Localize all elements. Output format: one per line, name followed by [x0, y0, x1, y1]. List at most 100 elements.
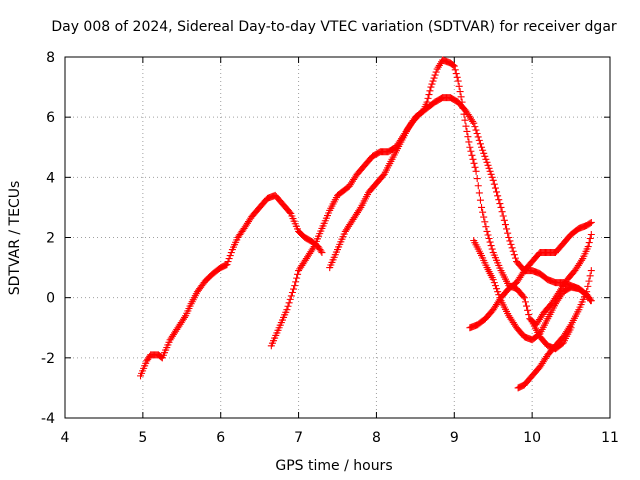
data-point [480, 213, 488, 221]
data-point [465, 138, 473, 146]
data-point [479, 146, 487, 154]
data-point [426, 87, 434, 95]
data-point [489, 176, 497, 184]
data-point [510, 251, 518, 259]
data-point [493, 188, 501, 196]
data-point [503, 225, 511, 233]
data-point [431, 71, 439, 79]
series-track-f [514, 267, 595, 392]
data-point [495, 291, 503, 299]
data-point [479, 208, 487, 216]
y-tick-label: 4 [46, 170, 55, 186]
data-point [484, 161, 492, 169]
data-point [485, 235, 493, 243]
data-point [491, 282, 499, 290]
data-point [585, 239, 593, 247]
data-point [507, 240, 515, 248]
data-point [487, 170, 495, 178]
data-point [473, 175, 481, 183]
data-point [287, 292, 295, 300]
data-point [504, 229, 512, 237]
data-point [587, 297, 595, 305]
data-point [430, 74, 438, 82]
data-point [490, 279, 498, 287]
data-point [283, 306, 291, 314]
data-point [496, 200, 504, 208]
data-point [480, 149, 488, 157]
data-point [225, 255, 233, 263]
x-axis-label: GPS time / hours [275, 458, 392, 474]
data-point [469, 117, 477, 125]
x-tick-label: 11 [601, 430, 619, 446]
data-point [489, 276, 497, 284]
data-point [494, 192, 502, 200]
data-point [521, 298, 529, 306]
y-tick-label: 2 [46, 231, 55, 247]
data-point [501, 221, 509, 229]
data-point [466, 143, 474, 151]
data-point [452, 70, 460, 78]
data-point [293, 274, 301, 282]
data-point [584, 243, 592, 251]
data-point [586, 219, 594, 227]
x-tick-label: 4 [61, 430, 70, 446]
data-point [486, 238, 494, 246]
data-point [227, 249, 235, 257]
data-point [471, 163, 479, 171]
data-point [486, 167, 494, 175]
data-point [488, 245, 496, 253]
data-point [473, 129, 481, 137]
series-track-d [466, 218, 595, 332]
data-point [181, 313, 189, 321]
data-point [285, 299, 293, 307]
data-point [458, 98, 466, 106]
data-point [467, 147, 475, 155]
data-point [424, 94, 432, 102]
data-point [485, 164, 493, 172]
data-point [506, 237, 514, 245]
data-point [508, 244, 516, 252]
data-point [525, 311, 533, 319]
data-point [309, 244, 317, 252]
data-point [470, 119, 478, 127]
data-point [292, 278, 300, 286]
data-point [498, 208, 506, 216]
data-point [288, 289, 296, 297]
data-point [462, 122, 470, 130]
data-point [481, 152, 489, 160]
data-point [523, 302, 531, 310]
data-point [291, 282, 299, 290]
data-point [476, 196, 484, 204]
data-point [484, 231, 492, 239]
data-point [583, 288, 591, 296]
data-point [450, 62, 458, 70]
data-point [427, 83, 435, 91]
data-point [494, 288, 502, 296]
data-point [584, 282, 592, 290]
data-point [453, 73, 461, 81]
x-tick-label: 5 [138, 430, 147, 446]
series-track-c [326, 56, 595, 329]
data-point [284, 302, 292, 310]
data-point [451, 66, 459, 74]
data-point [454, 77, 462, 85]
x-tick-label: 10 [523, 430, 541, 446]
data-point [224, 258, 232, 266]
data-point [455, 82, 463, 90]
data-point [318, 249, 326, 257]
data-point [475, 136, 483, 144]
data-points [137, 56, 595, 392]
axis-ticks: 4 5 6 7 8 9 10 11 -4 -2 0 2 4 6 8 [41, 50, 619, 446]
data-point [482, 223, 490, 231]
data-point [524, 306, 532, 314]
data-point [487, 242, 495, 250]
data-point [449, 61, 457, 69]
data-point [499, 212, 507, 220]
y-tick-label: -2 [41, 351, 55, 367]
data-point [425, 91, 433, 99]
data-point [472, 126, 480, 134]
y-tick-label: 8 [46, 50, 55, 66]
data-point [432, 68, 440, 76]
data-point [460, 110, 468, 118]
data-point [578, 256, 586, 264]
